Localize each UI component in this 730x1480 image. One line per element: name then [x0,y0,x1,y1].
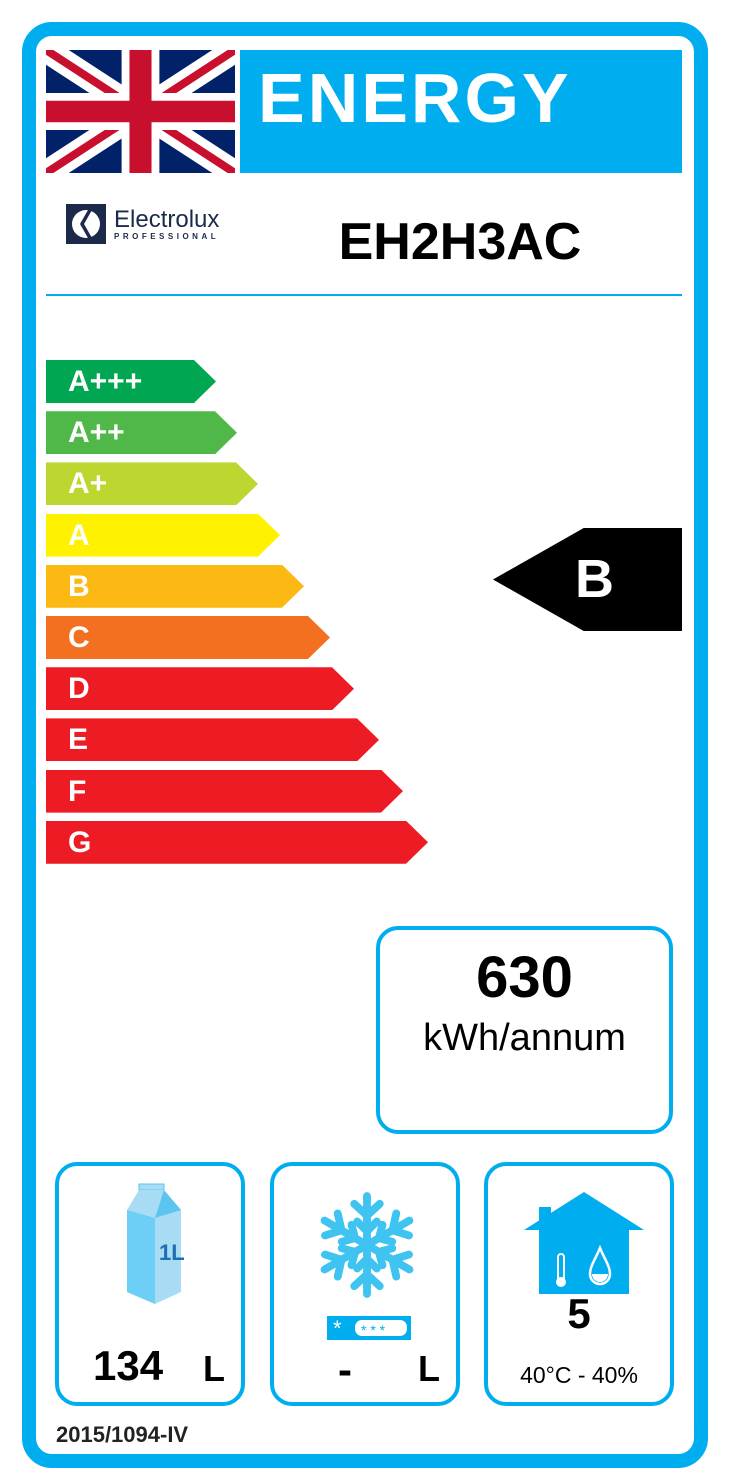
snowflake-icon [318,1192,416,1300]
consumption-box: 630 kWh/annum [376,926,673,1134]
house-climate-icon [524,1192,644,1294]
scale-bar-e: E [46,718,379,762]
consumption-unit: kWh/annum [423,1017,626,1059]
svg-text:*: * [333,1316,342,1340]
climate-class-value: 5 [567,1290,591,1337]
brand-sub: PROFESSIONAL [114,231,220,241]
climate-conditions: 40°C - 40% [520,1362,638,1388]
scale-bar-aplusplus: A++ [46,411,237,455]
carton-label: 1L [159,1240,185,1265]
union-jack-flag-icon [46,50,235,173]
scale-bar-aplusplusplus: A+++ [46,360,216,403]
divider [46,294,682,296]
scale-bar-b: B [46,564,304,608]
scale-bar-d: D [46,667,354,711]
fresh-volume-value: 134 [93,1342,164,1389]
brand-logo: Electrolux PROFESSIONAL [66,204,219,244]
freezer-star-rating-icon: * * * * [327,1316,411,1340]
frozen-volume-unit: L [418,1348,440,1389]
model-number: EH2H3AC [338,213,582,271]
milk-carton-icon: 1L [127,1183,185,1304]
scale-bar-c: C [46,616,330,659]
scale-bar-aplus: A+ [46,462,258,506]
svg-text:* * *: * * * [361,1322,386,1338]
brand-name: Electrolux [114,205,220,233]
frozen-volume-value: - [338,1346,352,1393]
label-frame [22,22,708,1468]
energy-banner: ENERGY [240,50,682,173]
scale-bar-g: G [46,820,428,864]
consumption-value: 630 [476,945,573,1010]
frozen-volume-box: * * * * - L [270,1162,460,1406]
electrolux-logo-icon [66,204,106,244]
climate-class-box: 5 40°C - 40% [484,1162,674,1406]
scale-bar-a: A [46,513,280,557]
fresh-volume-unit: L [203,1348,225,1389]
regulation-reference: 2015/1094-IV [56,1422,189,1447]
fresh-volume-box: 1L 134 L [55,1162,245,1406]
scale-bar-f: F [46,769,403,813]
